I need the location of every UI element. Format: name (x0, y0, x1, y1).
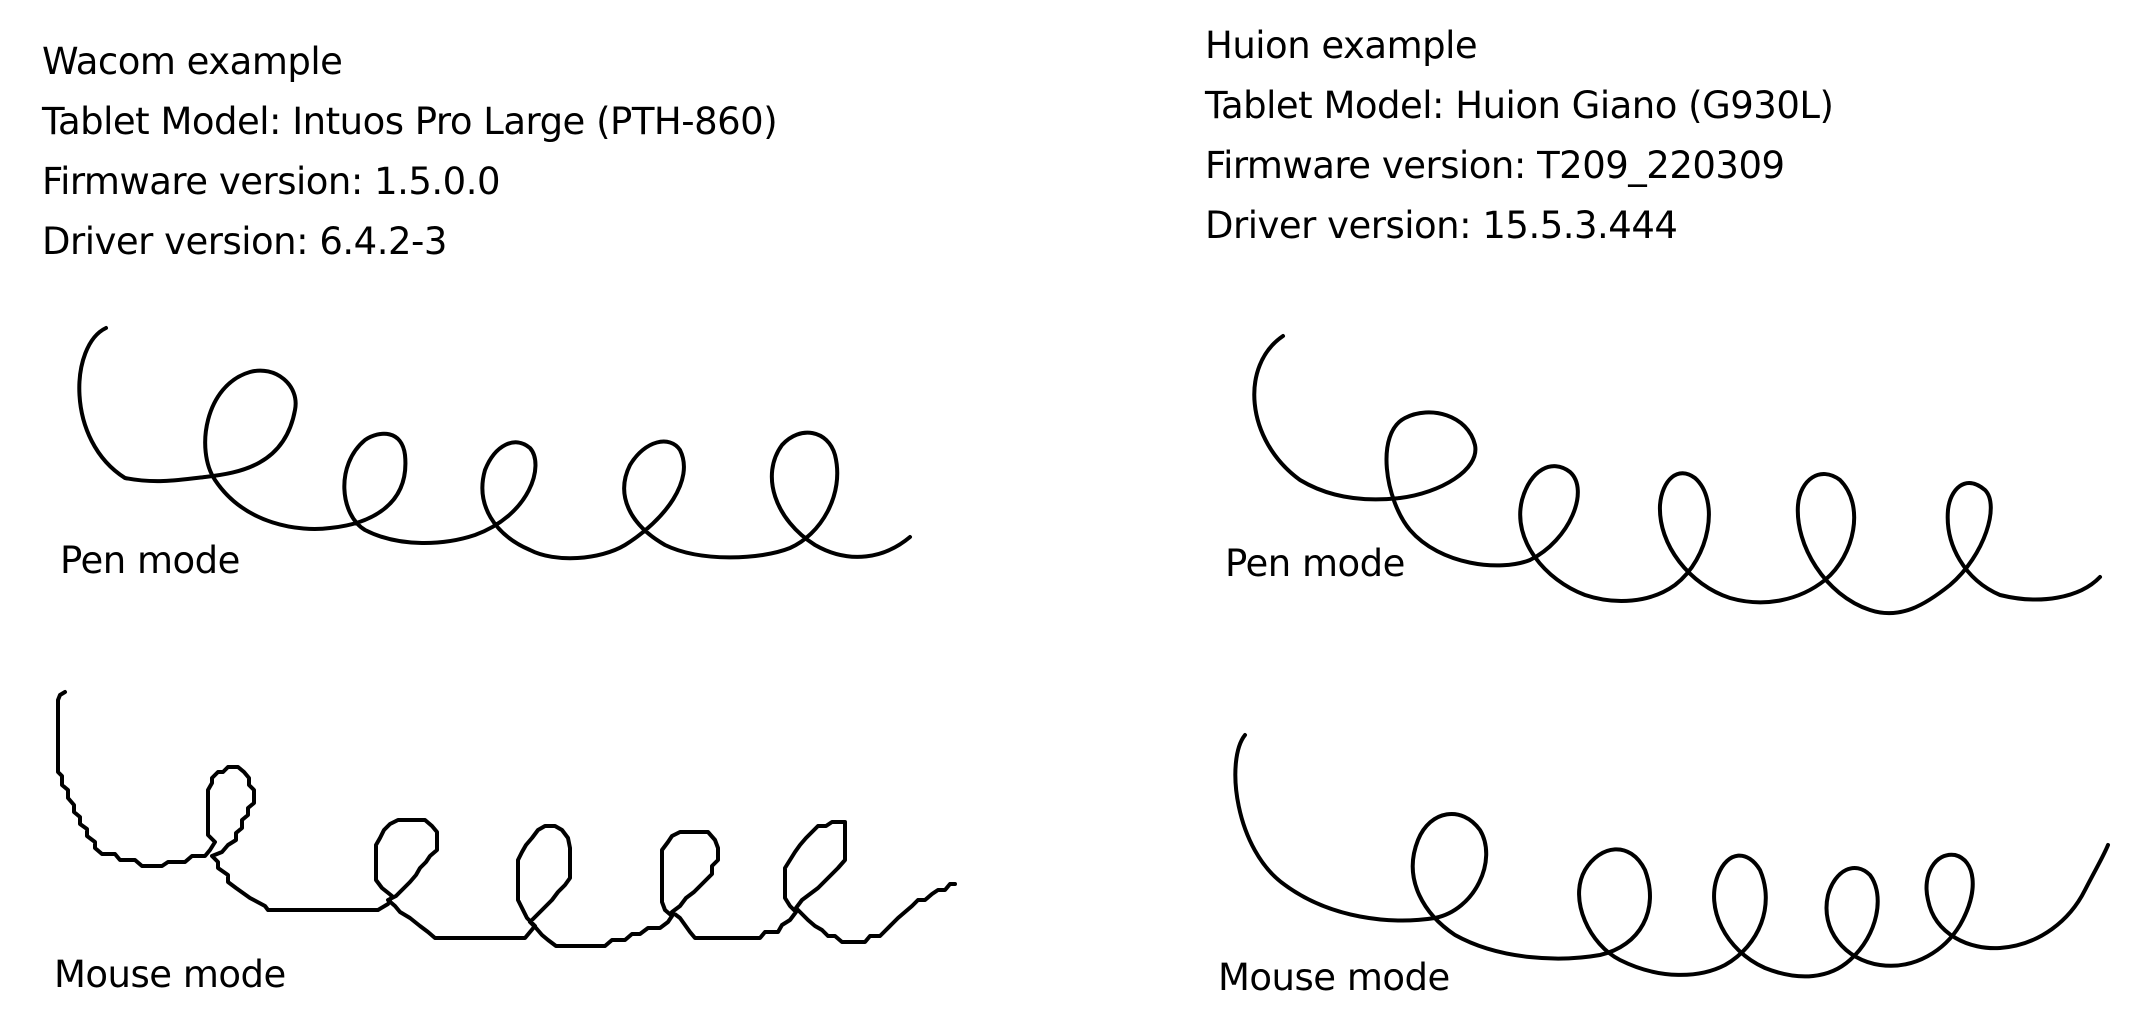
wacom-firmware-version: Firmware version: 1.5.0.0 (42, 160, 501, 203)
huion-pen-mode-label: Pen mode (1225, 542, 1405, 585)
wacom-mouse-stroke (56, 690, 957, 948)
huion-mouse-mode-label: Mouse mode (1218, 956, 1450, 999)
huion-title: Huion example (1205, 24, 1478, 67)
huion-tablet-model: Tablet Model: Huion Giano (G930L) (1205, 84, 1834, 127)
huion-mouse-stroke (1233, 733, 2110, 979)
wacom-driver-version: Driver version: 6.4.2-3 (42, 220, 447, 263)
wacom-pen-stroke (77, 326, 912, 561)
wacom-tablet-model: Tablet Model: Intuos Pro Large (PTH-860) (42, 100, 778, 143)
huion-driver-version: Driver version: 15.5.3.444 (1205, 204, 1678, 247)
wacom-mouse-mode-label: Mouse mode (54, 953, 286, 996)
wacom-title: Wacom example (42, 40, 343, 83)
wacom-pen-mode-label: Pen mode (60, 539, 240, 582)
huion-firmware-version: Firmware version: T209_220309 (1205, 144, 1785, 187)
huion-pen-stroke (1252, 334, 2102, 616)
